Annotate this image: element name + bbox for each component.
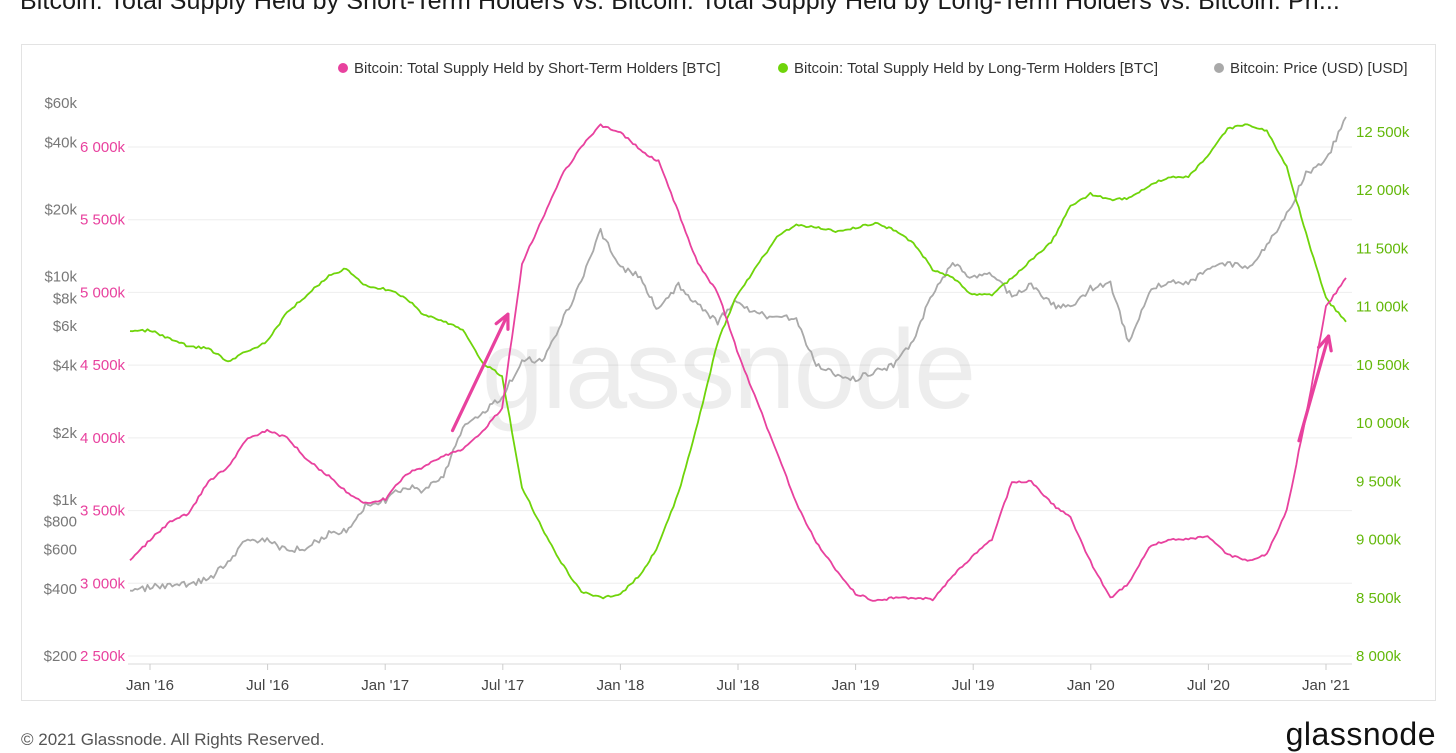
legend-label: Bitcoin: Total Supply Held by Short-Term…: [354, 60, 721, 77]
annotation-arrow: [450, 312, 510, 433]
price-tick-label: $600: [44, 541, 77, 558]
x-tick-label: Jan '21: [1302, 677, 1350, 694]
lth-tick-label: 12 500k: [1356, 124, 1410, 141]
price-tick-label: $800: [44, 514, 77, 531]
legend: Bitcoin: Total Supply Held by Short-Term…: [338, 60, 1408, 77]
chart-frame: [21, 44, 1436, 701]
x-tick-label: Jan '18: [596, 677, 644, 694]
price-tick-label: $20k: [44, 202, 77, 219]
price-tick-label: $8k: [53, 290, 78, 307]
legend-dot: [778, 63, 788, 73]
price-tick-label: $60k: [44, 95, 77, 112]
sth-tick-label: 6 000k: [80, 139, 126, 156]
lth-tick-label: 10 000k: [1356, 415, 1410, 432]
glassnode-logo: glassnode: [1285, 716, 1436, 752]
price-tick-label: $200: [44, 648, 77, 665]
price-tick-label: $40k: [44, 134, 77, 151]
lth-tick-label: 8 000k: [1356, 648, 1402, 665]
sth-tick-label: 3 500k: [80, 503, 126, 520]
lth-axis: 12 500k 12 000k 11 500k 11 000k 10 500k 10 00…: [1356, 124, 1410, 665]
x-tick-label: Jan '16: [126, 677, 174, 694]
lth-tick-label: 11 500k: [1356, 240, 1409, 257]
price-tick-label: $6k: [53, 318, 78, 335]
x-tick-label: Jul '20: [1187, 677, 1230, 694]
legend-dot: [338, 63, 348, 73]
sth-tick-label: 4 000k: [80, 430, 126, 447]
x-axis: Jan '16 Jul '16 Jan '17 Jul '17 Jan '18 Jul '…: [126, 663, 1352, 694]
lth-tick-label: 12 000k: [1356, 182, 1410, 199]
lth-tick-label: 11 000k: [1356, 299, 1409, 316]
sth-tick-label: 3 000k: [80, 575, 126, 592]
legend-dot: [1214, 63, 1224, 73]
legend-label: Bitcoin: Price (USD) [USD]: [1230, 60, 1408, 77]
annotation-arrows: [450, 312, 1333, 443]
x-tick-label: Jul '19: [952, 677, 995, 694]
gridlines: [128, 146, 1352, 657]
sth-tick-label: 5 500k: [80, 212, 126, 229]
sth-tick-label: 2 500k: [80, 648, 126, 665]
x-tick-label: Jul '18: [717, 677, 760, 694]
lth-tick-label: 9 500k: [1356, 473, 1402, 490]
price-tick-label: $1k: [53, 492, 78, 509]
price-series-line: [129, 116, 1347, 593]
legend-label: Bitcoin: Total Supply Held by Long-Term …: [794, 60, 1158, 77]
legend-item: Bitcoin: Price (USD) [USD]: [1214, 60, 1408, 77]
sth-axis: 6 000k 5 500k 5 000k 4 500k 4 000k 3 500k 3 00…: [80, 139, 126, 665]
price-tick-label: $4k: [53, 358, 78, 375]
price-axis: $60k $40k $20k $10k $8k $6k $4k $2k $1k $800 $600 $…: [44, 95, 78, 665]
lth-series-line: [129, 123, 1347, 600]
x-tick-label: Jan '19: [832, 677, 880, 694]
lth-tick-label: 10 500k: [1356, 357, 1410, 374]
series-lines: [129, 116, 1347, 602]
price-tick-label: $10k: [44, 269, 77, 286]
x-tick-label: Jul '16: [246, 677, 289, 694]
legend-item: Bitcoin: Total Supply Held by Long-Term …: [778, 60, 1158, 77]
legend-item: Bitcoin: Total Supply Held by Short-Term…: [338, 60, 721, 77]
annotation-arrow: [1297, 334, 1333, 443]
price-tick-label: $400: [44, 581, 77, 598]
price-tick-label: $2k: [53, 425, 78, 442]
sth-series-line: [129, 123, 1347, 602]
copyright: © 2021 Glassnode. All Rights Reserved.: [21, 730, 325, 749]
lth-tick-label: 9 000k: [1356, 532, 1402, 549]
x-tick-label: Jan '20: [1067, 677, 1115, 694]
sth-tick-label: 4 500k: [80, 357, 126, 374]
x-tick-label: Jan '17: [361, 677, 409, 694]
lth-tick-label: 8 500k: [1356, 590, 1402, 607]
sth-tick-label: 5 000k: [80, 284, 126, 301]
x-tick-label: Jul '17: [481, 677, 524, 694]
